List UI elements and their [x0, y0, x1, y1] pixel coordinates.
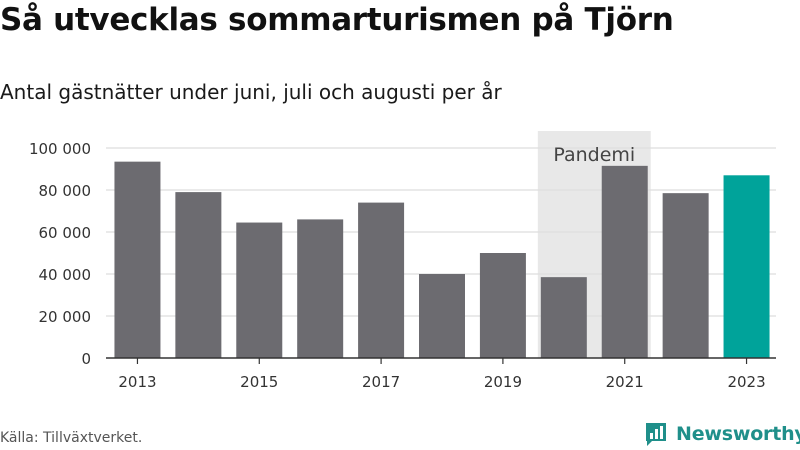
bar-2017 [358, 202, 405, 358]
y-tick-label: 60 000 [39, 224, 92, 242]
newsworthy-icon [646, 423, 666, 446]
source-note: Källa: Tillväxtverket. [0, 430, 143, 446]
x-tick-label: 2023 [727, 373, 765, 391]
bar-2019 [479, 253, 526, 358]
bar-2020 [540, 277, 587, 358]
bar-2014 [175, 192, 222, 358]
chart-title: Så utvecklas sommarturismen på Tjörn [0, 2, 674, 38]
y-tick-label: 80 000 [39, 182, 92, 200]
bar-2015 [236, 222, 283, 358]
x-tick-label: 2017 [362, 373, 400, 391]
y-tick-label: 40 000 [39, 266, 92, 284]
bar-2016 [297, 219, 344, 358]
bar-2018 [419, 274, 465, 358]
chart-subtitle: Antal gästnätter under juni, juli och au… [0, 80, 502, 104]
bar-2013 [114, 161, 161, 358]
y-tick-label: 20 000 [39, 308, 92, 326]
bar-2022 [662, 193, 709, 358]
pandemic-label: Pandemi [553, 144, 635, 166]
brand-name: Newsworthy [676, 423, 800, 445]
x-tick-label: 2013 [118, 373, 156, 391]
newsworthy-logo: Newsworthy [644, 420, 800, 448]
bar-2021 [601, 165, 648, 358]
x-tick-label: 2015 [240, 373, 278, 391]
x-tick-label: 2019 [484, 373, 522, 391]
x-tick-label: 2021 [606, 373, 644, 391]
y-tick-label: 100 000 [29, 140, 91, 158]
bar-2023 [723, 175, 770, 358]
y-tick-label: 0 [81, 350, 91, 368]
